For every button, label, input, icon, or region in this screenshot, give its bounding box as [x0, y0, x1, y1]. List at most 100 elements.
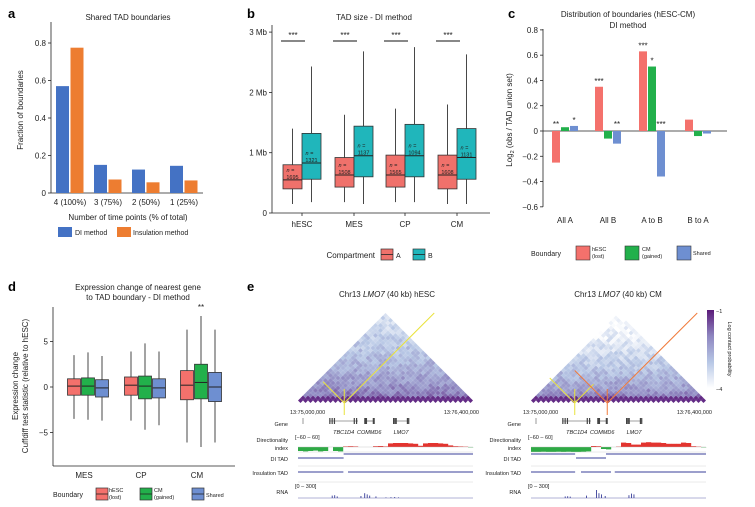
bar-di-2 — [132, 169, 145, 193]
di-bar — [536, 447, 542, 452]
n-label: n = — [442, 163, 451, 169]
di-bar — [388, 443, 394, 447]
legend-swatch — [58, 227, 72, 237]
bar-di-3 — [170, 165, 183, 193]
rna-peak — [586, 495, 587, 498]
y-tick-label: 0.2 — [35, 152, 47, 161]
box-iqr — [353, 125, 374, 178]
di-bar — [398, 443, 404, 447]
heatmap-title: Chr13 LMO7 (40 kb) hESC — [339, 290, 435, 299]
chart-title: Distribution of boundaries (hESC-CM) — [561, 10, 696, 19]
di-bar — [541, 447, 547, 452]
box-MES-1 — [81, 352, 95, 420]
di-bar — [423, 443, 429, 447]
gene-exon — [597, 418, 599, 424]
legend-label: Shared — [693, 251, 711, 257]
di-bar — [448, 445, 454, 447]
legend-swatch — [676, 245, 692, 261]
di-bar — [408, 443, 414, 447]
colorbar-label: Log contact probability — [726, 321, 732, 376]
di-range: [−60 – 60] — [528, 435, 553, 441]
box-iqr — [67, 378, 81, 396]
n-value: 1137 — [358, 151, 370, 157]
legend-title: Boundary — [531, 251, 561, 258]
y-tick-label: 2 Mb — [249, 88, 267, 97]
di-bar — [676, 443, 682, 447]
region-end-coord: 13:76,400,000 — [677, 410, 712, 416]
heatmap-title-part: Chr13 — [574, 290, 598, 299]
tad-boundary-line — [574, 383, 594, 404]
legend-label: hESC — [109, 488, 123, 494]
n-value: 1131 — [461, 153, 473, 159]
heatmap — [298, 313, 473, 403]
rna-peak — [394, 497, 396, 498]
y-tick-label: −0.2 — [522, 152, 538, 161]
rna-peak — [601, 494, 602, 498]
y-tick-label: −0.6 — [522, 203, 538, 212]
rna-peak — [628, 495, 630, 498]
di-bar — [661, 443, 667, 447]
bar-insulation-2 — [146, 182, 160, 193]
gene-exon — [394, 418, 396, 424]
legend-label: A — [396, 253, 401, 260]
legend-label: (gained) — [642, 254, 662, 260]
x-tick-label: B to A — [687, 216, 709, 225]
track-label-di-tad: DI TAD — [503, 457, 521, 463]
legend-title: Boundary — [53, 492, 83, 499]
gene-exon — [628, 418, 630, 424]
panel-label-c: c — [508, 6, 515, 21]
x-tick-label: All B — [600, 216, 616, 225]
bar-insulation-1 — [108, 179, 122, 193]
gene-exon — [626, 418, 628, 424]
gene-exon — [639, 418, 642, 424]
x-axis-label: Number of time points (% of total) — [68, 213, 187, 222]
di-bar — [298, 447, 304, 451]
y-tick-label: 0.4 — [35, 114, 47, 123]
x-tick-label: All A — [557, 216, 574, 225]
di-bar — [348, 446, 354, 447]
n-label: n = — [306, 151, 315, 157]
track-label-di-tad: DI TAD — [270, 457, 288, 463]
bar-1-2 — [648, 66, 656, 131]
rna-range: [0 – 300] — [295, 484, 317, 490]
panel-label-e: e — [247, 279, 254, 294]
rna-peak — [631, 493, 632, 498]
significance-stars: *** — [443, 31, 452, 40]
y-tick-label: 0.6 — [527, 51, 539, 60]
di-bar — [586, 447, 592, 452]
y-tick-label: 0 — [44, 383, 49, 392]
di-bar — [656, 442, 662, 447]
gene-exon — [373, 418, 375, 424]
bar-1-3 — [694, 131, 702, 137]
legend-label: (lost) — [109, 495, 121, 501]
n-value: 1321 — [305, 158, 317, 164]
colorbar-min-label: −4 — [716, 387, 722, 393]
significance-stars: *** — [288, 31, 297, 40]
di-bar — [458, 446, 464, 447]
di-bar — [313, 447, 319, 451]
box-CM-A — [437, 104, 458, 204]
x-tick-label: 4 (100%) — [54, 198, 87, 207]
y-tick-label: 0.4 — [527, 76, 539, 85]
gene-name: LMO7 — [394, 430, 410, 436]
x-tick-label: CM — [191, 471, 204, 480]
x-tick-label: 1 (25%) — [170, 198, 198, 207]
box-CP-2 — [152, 351, 166, 426]
significance-stars: ** — [553, 120, 559, 129]
rna-peak — [369, 495, 371, 498]
rna-peak — [331, 495, 333, 498]
y-tick-label: 0.8 — [527, 26, 539, 35]
n-value: 1094 — [408, 151, 420, 157]
box-CM-2 — [208, 329, 222, 443]
y-tick-label: 5 — [44, 338, 49, 347]
box-hESC-A — [282, 128, 303, 204]
significance-stars: *** — [391, 31, 400, 40]
gene-exon — [588, 418, 591, 424]
y-axis-label: Log2 (obs / TAD union set) — [505, 73, 516, 167]
rna-peak — [334, 495, 336, 498]
di-bar — [606, 447, 612, 450]
di-bar — [626, 443, 632, 447]
y-axis-label: Fraction of boundaries — [16, 70, 25, 150]
gene-exon — [333, 418, 336, 424]
significance-stars: *** — [594, 77, 603, 86]
